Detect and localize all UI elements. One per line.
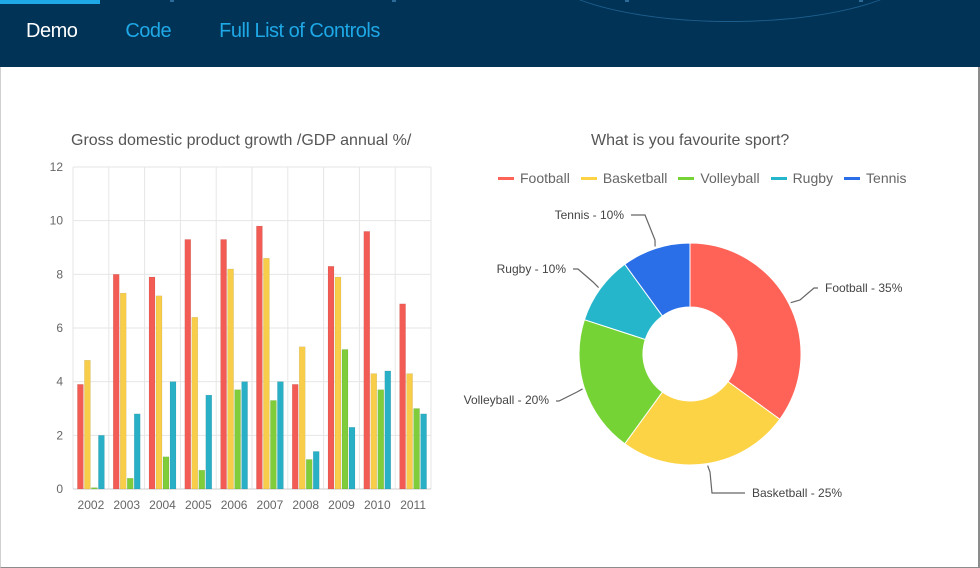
legend-swatch (498, 176, 514, 180)
bar (155, 295, 163, 490)
y-tick-label: 8 (56, 267, 63, 281)
bar (220, 239, 227, 490)
slice-label-leader (573, 268, 600, 289)
x-tick-label: 2005 (185, 498, 212, 512)
legend-item-volleyball[interactable]: Volleyball (678, 170, 760, 186)
legend-label: Tennis (866, 170, 907, 186)
legend-label: Rugby (792, 170, 834, 186)
slice-label-leader (707, 465, 745, 494)
bar (420, 413, 427, 490)
slice-label-leader (556, 388, 583, 402)
bar (399, 303, 406, 490)
x-tick-label: 2003 (113, 498, 140, 512)
slice-label: Volleyball - 20% (464, 393, 550, 407)
y-tick-label: 4 (56, 375, 63, 389)
legend-swatch (678, 176, 695, 180)
y-tick-label: 2 (56, 428, 63, 442)
bar (298, 346, 306, 490)
bar (112, 274, 120, 490)
x-tick-label: 2004 (149, 498, 176, 512)
legend-item-football[interactable]: Football (498, 170, 570, 186)
x-tick-label: 2010 (364, 498, 391, 512)
slice-label: Rugby - 10% (497, 262, 567, 276)
bar (312, 451, 320, 490)
active-tab-indicator (0, 0, 100, 4)
y-tick-label: 12 (50, 160, 64, 174)
bar (169, 381, 177, 490)
x-tick-label: 2007 (257, 498, 284, 512)
bar (341, 349, 349, 490)
legend-item-rugby[interactable]: Rugby (770, 170, 834, 186)
bar (234, 389, 241, 490)
bar (191, 317, 199, 490)
legend-label: Football (520, 170, 570, 186)
x-tick-label: 2011 (400, 498, 426, 512)
donut-slice-tennis (624, 242, 691, 317)
bar (291, 384, 299, 490)
pie-chart-title: What is you favourite sport? (591, 132, 790, 149)
legend-swatch (844, 176, 861, 180)
bar (256, 225, 263, 490)
top-navigation-bar: Demo Code Full List of Controls (0, 0, 980, 67)
bar-chart-title: Gross domestic product growth /GDP annua… (71, 132, 412, 149)
legend-item-tennis[interactable]: Tennis (844, 170, 907, 186)
slice-label: Football - 35% (825, 281, 903, 295)
x-tick-label: 2009 (328, 498, 355, 512)
y-tick-label: 6 (56, 321, 63, 335)
bar (205, 394, 213, 490)
slice-label: Basketball - 25% (752, 486, 842, 500)
donut-slice-basketball (624, 380, 781, 466)
bar (334, 276, 342, 490)
bar (384, 370, 392, 490)
bar (133, 413, 141, 490)
main-nav: Demo Code Full List of Controls (26, 20, 428, 43)
bar (227, 268, 234, 490)
y-tick-label: 0 (56, 482, 63, 496)
bar (84, 359, 91, 490)
bar (91, 487, 98, 490)
bar (277, 381, 284, 490)
header-decoration-arc (540, 0, 920, 22)
bar (77, 384, 84, 490)
slice-label-leader (631, 214, 656, 247)
bar (162, 456, 170, 490)
bar (98, 435, 105, 490)
bar (241, 381, 248, 490)
donut-slice-football (689, 242, 802, 420)
x-tick-label: 2002 (78, 498, 105, 512)
bar (406, 373, 413, 490)
bar (126, 478, 134, 490)
legend-label: Basketball (602, 170, 668, 186)
bar (305, 459, 313, 490)
legend-swatch (580, 176, 597, 180)
bar (327, 266, 335, 490)
bar (263, 257, 270, 490)
bar (377, 389, 385, 490)
bar (119, 292, 127, 490)
donut-slice-volleyball (578, 319, 664, 445)
bar (184, 239, 192, 490)
slice-label: Tennis - 10% (555, 208, 625, 222)
pie-chart-legend: Football Basketball Volleyball Rugby Tennis (498, 170, 918, 186)
nav-tab-full-list-of-controls[interactable]: Full List of Controls (219, 20, 380, 42)
x-tick-label: 2008 (292, 498, 319, 512)
bar (148, 276, 156, 490)
bar (370, 373, 378, 490)
legend-item-basketball[interactable]: Basketball (580, 170, 668, 186)
legend-swatch (770, 176, 787, 180)
nav-tab-demo[interactable]: Demo (26, 20, 78, 42)
y-tick-label: 10 (50, 214, 64, 228)
slice-label-leader (790, 287, 818, 304)
bar (413, 408, 420, 490)
bar (270, 400, 277, 490)
legend-label: Volleyball (700, 170, 760, 186)
bar (348, 427, 356, 490)
nav-tab-code[interactable]: Code (125, 20, 172, 42)
gdp-bar-chart: 0 2 4 6 8 10 12 2002 2003 2004 2005 2006 2007 2008 200… (50, 160, 432, 512)
bar (363, 231, 371, 490)
bar (198, 469, 206, 490)
sport-donut-chart: Football - 35% Basketball - 25% Volleyball… (464, 208, 903, 500)
x-tick-label: 2006 (221, 498, 248, 512)
